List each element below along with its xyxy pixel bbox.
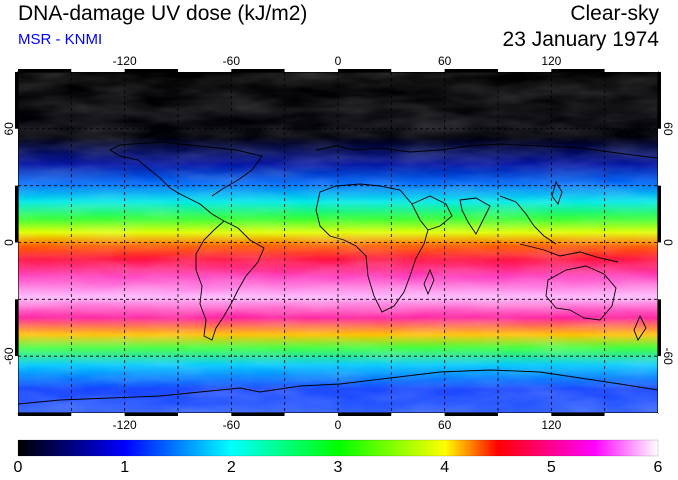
frame-bar-bottom [444, 413, 498, 416]
colorbar-frame [17, 439, 659, 457]
coast-japan [551, 180, 563, 205]
coast-southeast-asia [499, 195, 557, 245]
colorbar-tick-label: 0 [13, 459, 23, 476]
coast-madagascar [423, 268, 435, 296]
frame-bar-bottom [284, 413, 338, 416]
frame-bar-bottom [391, 413, 445, 416]
map-title: DNA-damage UV dose (kJ/m2) [18, 2, 308, 25]
frame-bar-right [658, 299, 661, 357]
coast-eurasia [315, 143, 658, 159]
coast-africa [315, 183, 429, 313]
date-label: 23 January 1974 [502, 28, 659, 51]
frame-bar-top [178, 69, 232, 72]
lon-tick-label-top: 120 [541, 54, 561, 68]
colorbar-tick-label: 3 [333, 459, 343, 476]
lat-tick-label-left: -60 [2, 347, 16, 365]
frame-bar-top [444, 69, 498, 72]
frame-bar-right [658, 185, 661, 243]
frame-bar-left [15, 242, 18, 300]
source-label: MSR - KNMI [18, 31, 103, 48]
coast-central-america [119, 155, 225, 222]
frame-bar-left [15, 185, 18, 243]
coast-india [459, 197, 491, 235]
colorbar [18, 440, 658, 456]
frame-bar-left [15, 299, 18, 357]
colorbar-tick-label: 5 [546, 459, 556, 476]
lon-tick-label-top: 60 [438, 54, 452, 68]
frame-bar-left [15, 356, 18, 413]
lon-tick-label-top: 0 [335, 54, 342, 68]
coast-indonesia [519, 243, 619, 263]
frame-bar-top [71, 69, 125, 72]
frame-bar-right [658, 356, 661, 413]
frame-bar-bottom [18, 413, 72, 416]
colorbar-tick-label: 4 [440, 459, 450, 476]
coast-antarctica [18, 369, 658, 405]
lon-tick-label-bottom: 120 [541, 418, 561, 432]
coast-arabia [411, 195, 453, 231]
lon-tick-label-bottom: -120 [113, 418, 137, 432]
coast-north-america [109, 141, 263, 197]
frame-bar-bottom [71, 413, 125, 416]
frame-bar-bottom [604, 413, 658, 416]
lat-tick-label-right: 60 [661, 122, 675, 136]
lat-tick-label-right: 0 [661, 239, 675, 246]
frame-bar-top [551, 69, 605, 72]
frame-bar-left [15, 72, 18, 129]
lat-tick-label-left: 60 [2, 122, 16, 136]
frame-bar-left [15, 128, 18, 186]
frame-bar-top [231, 69, 285, 72]
sky-condition-label: Clear-sky [570, 2, 659, 25]
coast-new-zealand [633, 314, 647, 341]
frame-bar-bottom [338, 413, 392, 416]
frame-bar-top [284, 69, 338, 72]
frame-bar-bottom [551, 413, 605, 416]
frame-bar-bottom [178, 413, 232, 416]
coastlines [18, 141, 658, 405]
coast-south-america [195, 220, 265, 341]
lon-tick-label-bottom: -60 [223, 418, 241, 432]
lon-tick-label-top: -60 [223, 54, 241, 68]
frame-bar-top [498, 69, 552, 72]
lon-tick-label-top: -120 [113, 54, 137, 68]
frame-bar-bottom [124, 413, 178, 416]
gridlines [18, 72, 658, 413]
frame-bar-right [658, 72, 661, 129]
frame-bar-right [658, 128, 661, 186]
frame-bar-right [658, 242, 661, 300]
frame-bar-top [604, 69, 658, 72]
frame-bar-top [338, 69, 392, 72]
frame-bar-top [124, 69, 178, 72]
colorbar-tick-label: 6 [653, 459, 663, 476]
frame-bar-bottom [231, 413, 285, 416]
lat-tick-label-right: -60 [661, 347, 675, 365]
frame-bar-bottom [498, 413, 552, 416]
coast-australia [545, 265, 617, 321]
colorbar-tick-label: 2 [226, 459, 236, 476]
frame-ticks [15, 69, 661, 416]
colorbar-tick-label: 1 [120, 459, 130, 476]
lon-tick-label-bottom: 60 [438, 418, 452, 432]
lat-tick-label-left: 0 [2, 239, 16, 246]
lon-tick-label-bottom: 0 [335, 418, 342, 432]
frame-bar-top [391, 69, 445, 72]
frame-bar-top [18, 69, 72, 72]
